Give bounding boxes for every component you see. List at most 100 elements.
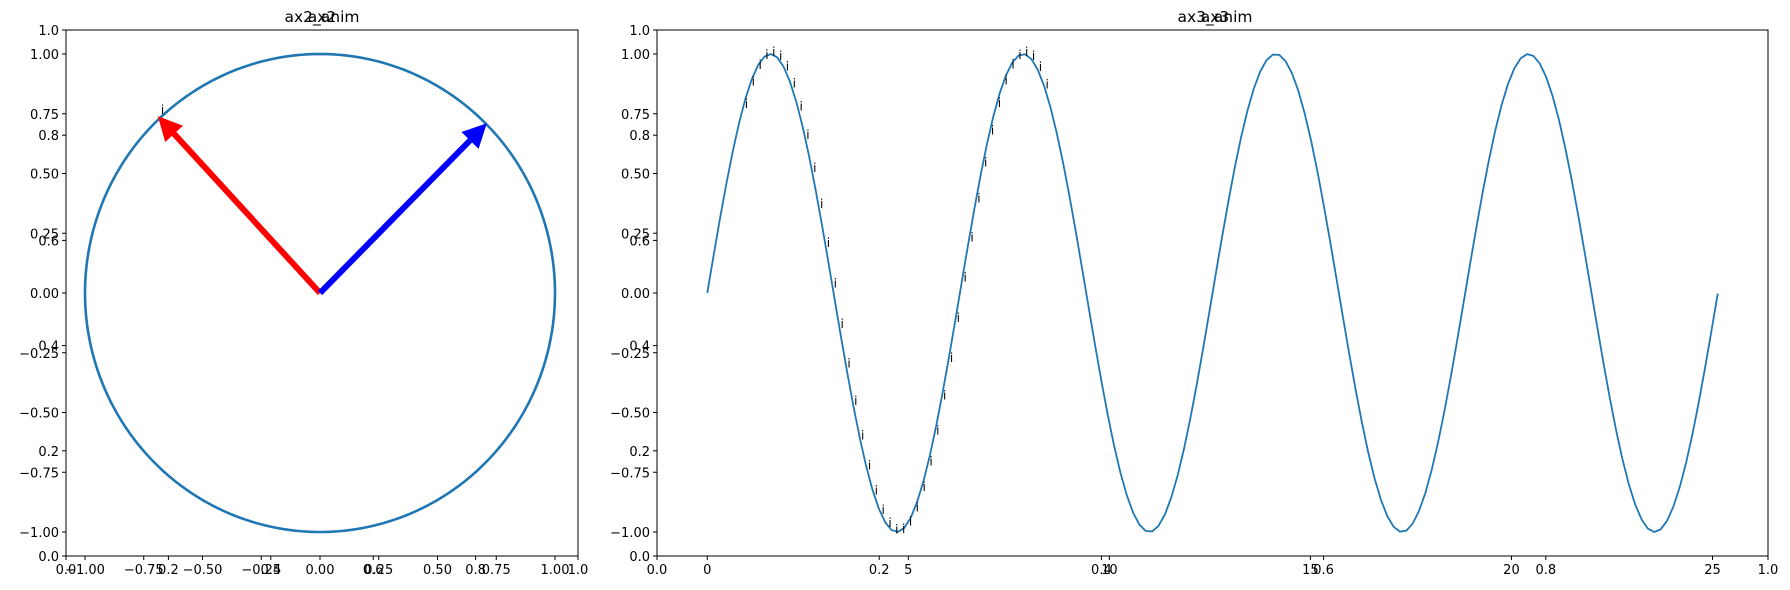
ax3-base-xtick-label: 0.0 [647, 563, 668, 578]
ax2-overlay-xtick-label: 1.00 [541, 563, 570, 578]
ax3-marker: i [1011, 57, 1014, 71]
ax3-base-ytick-label: 0.8 [629, 129, 650, 144]
ax2-overlay-ytick-label: 0.50 [30, 168, 59, 183]
ax3-base-xtick-label: 0.4 [1091, 563, 1112, 578]
ax3-overlay-ytick-label: −1.00 [610, 526, 650, 541]
ax3-marker: i [847, 357, 850, 371]
ax3-marker: i [943, 389, 946, 403]
ax2-base-xtick-label: 0.2 [158, 563, 179, 578]
ax3-base-ytick-label: 0.4 [629, 340, 650, 355]
ax2-overlay-xtick-label: −0.50 [183, 563, 223, 578]
ax3-overlay-ytick-label: 0.50 [621, 168, 650, 183]
ax3-marker: i [970, 230, 973, 244]
ax3-overlay-xtick-label: 10 [1101, 563, 1118, 578]
chart-title-ax3-anim: ax3_anim [1177, 8, 1252, 27]
ax3-marker: i [840, 317, 843, 331]
ax3-overlay-ytick-label: −0.75 [610, 466, 650, 481]
ax2-base-ytick-label: 0.4 [38, 340, 59, 355]
ax3-overlay-xtick-label: 25 [1704, 563, 1721, 578]
chart-ax3: 0.0 0.2 0.4 0.6 0.8 1.00.00.20.40.60.81.00 5 10… [610, 24, 1778, 578]
ax3-overlay-xtick-label: 5 [904, 563, 912, 578]
ax3-marker: i [875, 484, 878, 498]
ax3-marker: i [861, 428, 864, 442]
ax3-marker: i [881, 503, 884, 517]
ax3-overlay-xtick-label: 0 [703, 563, 711, 578]
ax2-overlay-xtick-label: 0.25 [364, 563, 393, 578]
ax3-marker: i [998, 96, 1001, 110]
ax2-overlay-xtick-label: 0.50 [423, 563, 452, 578]
ax3-overlay-ytick-label: 0.75 [621, 108, 650, 123]
ax3-marker: i [964, 270, 967, 284]
ax3-marker: i [820, 197, 823, 211]
ax3-marker: i [950, 351, 953, 365]
ax3-marker: i [868, 458, 871, 472]
ax3-marker: i [779, 49, 782, 63]
chart-title-ax3: ax3 [1201, 8, 1230, 26]
ax3-marker: i [1032, 49, 1035, 63]
ax2-overlay-xtick-label: −1.00 [65, 563, 105, 578]
ax2-arrow-shaft-1 [317, 138, 473, 296]
ax3-marker: i [977, 192, 980, 206]
ax3-marker: i [1025, 45, 1028, 59]
ax2-arrow-shaft-0 [171, 131, 323, 296]
ax3-marker: i [1039, 60, 1042, 74]
ax2-overlay-xtick-label: 0.75 [482, 563, 511, 578]
ax2-overlay-ytick-label: 1.00 [30, 48, 59, 63]
ax3-base-xtick-label: 0.8 [1535, 563, 1556, 578]
ax2-base-xtick-label: 0.0 [56, 563, 77, 578]
ax3-base-xtick-label: 0.2 [869, 563, 890, 578]
ax3-marker: i [957, 311, 960, 325]
ax3-marker: i [1018, 48, 1021, 62]
ax2-overlay-xtick-label: −0.75 [124, 563, 164, 578]
ax3-marker: i [929, 454, 932, 468]
ax2-overlay-ytick-label: −0.75 [19, 466, 59, 481]
ax3-overlay-ytick-label: −0.50 [610, 407, 650, 422]
ax3-marker: i [813, 161, 816, 175]
ax2-overlay-ytick-label: −0.25 [19, 347, 59, 362]
ax3-marker: i [772, 45, 775, 59]
ax2-overlay-ytick-label: 0.25 [30, 227, 59, 242]
ax2-base-ytick-label: 0.0 [38, 550, 59, 565]
ax3-base-ytick-label: 0.2 [629, 445, 650, 460]
ax3-overlay-ytick-label: 1.00 [621, 48, 650, 63]
ax3-overlay-xtick-label: 20 [1503, 563, 1520, 578]
ax3-marker: i [895, 522, 898, 536]
ax3-base-xtick-label: 0.6 [1313, 563, 1334, 578]
ax3-marker: i [765, 48, 768, 62]
ax3-marker: i [1005, 74, 1008, 88]
ax2-overlay-ytick-label: 0.00 [30, 287, 59, 302]
ax3-marker: i [758, 58, 761, 72]
ax2-base-xtick-label: 0.6 [363, 563, 384, 578]
ax3-marker: i [1046, 77, 1049, 91]
ax2-overlay-ytick-label: −1.00 [19, 526, 59, 541]
ax3-marker: i [799, 100, 802, 114]
ax3-marker: i [991, 123, 994, 137]
ax3-marker: i [916, 500, 919, 514]
ax3-marker: i [909, 514, 912, 528]
ax3-base-ytick-label: 1.0 [629, 24, 650, 39]
ax2-base-xtick-label: 1.0 [568, 563, 589, 578]
ax3-marker: i [793, 76, 796, 90]
ax3-marker: i [854, 394, 857, 408]
ax3-overlay-ytick-label: 0.25 [621, 227, 650, 242]
ax3-base-xtick-label: 1.0 [1758, 563, 1779, 578]
ax3-overlay-ytick-label: 0.00 [621, 287, 650, 302]
chart-title-ax2-anim: ax2_anim [284, 8, 359, 27]
ax2-base-ytick-label: 0.2 [38, 445, 59, 460]
ax2-overlay-xtick-label: 0.00 [306, 563, 335, 578]
ax2-base-ytick-label: 0.6 [38, 234, 59, 249]
ax2-overlay-ytick-label: −0.50 [19, 407, 59, 422]
ax2-arrow-head-1 [461, 123, 487, 149]
ax2-series-line [83, 52, 557, 534]
ax3-marker: i [984, 156, 987, 170]
ax2-overlay-ytick-label: 0.75 [30, 108, 59, 123]
ax3-series-line [706, 53, 1719, 533]
ax3-marker: i [834, 276, 837, 290]
ax3-base-ytick-label: 0.6 [629, 234, 650, 249]
ax3-marker: i [786, 59, 789, 73]
ax3-overlay-ytick-label: −0.25 [610, 347, 650, 362]
ax2-marker: i [161, 103, 164, 117]
ax3-marker: i [936, 423, 939, 437]
ax2-overlay-xtick-label: −0.25 [241, 563, 281, 578]
